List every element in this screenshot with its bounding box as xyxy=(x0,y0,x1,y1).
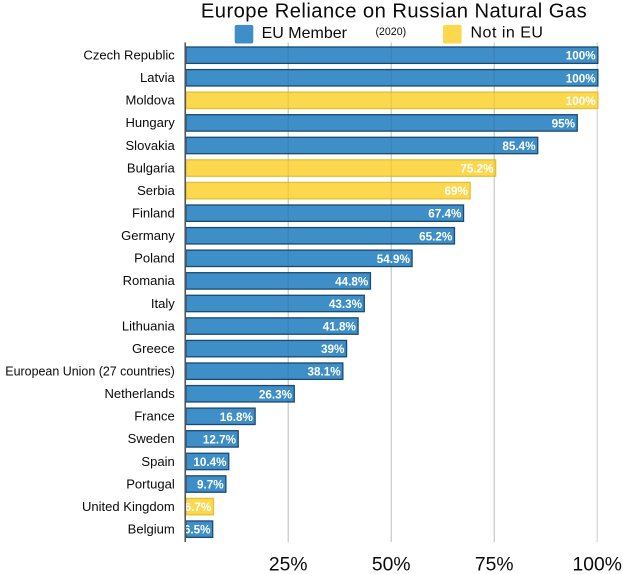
svg-text:25%: 25% xyxy=(269,554,308,574)
svg-text:75.2%: 75.2% xyxy=(460,163,494,176)
svg-text:100%: 100% xyxy=(566,50,597,63)
svg-text:Sweden: Sweden xyxy=(128,431,175,446)
svg-text:Spain: Spain xyxy=(141,454,174,469)
svg-text:European Union (27 countries): European Union (27 countries) xyxy=(5,363,175,378)
svg-text:Portugal: Portugal xyxy=(126,476,175,491)
svg-text:10.4%: 10.4% xyxy=(193,456,227,469)
svg-text:26.3%: 26.3% xyxy=(259,388,293,401)
svg-text:67.4%: 67.4% xyxy=(428,208,462,221)
svg-text:EU Member: EU Member xyxy=(262,25,348,42)
svg-text:6.5%: 6.5% xyxy=(184,524,211,537)
svg-text:54.9%: 54.9% xyxy=(377,253,411,266)
svg-text:Not in EU: Not in EU xyxy=(471,25,544,42)
svg-text:Netherlands: Netherlands xyxy=(104,386,175,401)
svg-text:Bulgaria: Bulgaria xyxy=(127,160,176,175)
svg-text:Europe Reliance on Russian Nat: Europe Reliance on Russian Natural Gas xyxy=(201,1,587,23)
svg-text:85.4%: 85.4% xyxy=(502,140,536,153)
svg-text:43.3%: 43.3% xyxy=(329,298,363,311)
svg-text:Moldova: Moldova xyxy=(125,93,175,108)
svg-text:69%: 69% xyxy=(445,185,469,198)
svg-text:Romania: Romania xyxy=(123,273,176,288)
svg-text:95%: 95% xyxy=(552,117,576,130)
svg-text:100%: 100% xyxy=(566,72,597,85)
svg-text:Lithuania: Lithuania xyxy=(122,318,176,333)
svg-text:Finland: Finland xyxy=(132,205,175,220)
svg-text:United Kingdom: United Kingdom xyxy=(82,499,175,514)
svg-text:6.7%: 6.7% xyxy=(185,501,212,514)
svg-text:Slovakia: Slovakia xyxy=(125,138,175,153)
svg-text:75%: 75% xyxy=(475,554,514,574)
svg-text:38.1%: 38.1% xyxy=(308,366,342,379)
svg-text:44.8%: 44.8% xyxy=(335,275,369,288)
svg-text:France: France xyxy=(134,409,175,424)
svg-text:41.8%: 41.8% xyxy=(323,321,357,334)
svg-text:Hungary: Hungary xyxy=(125,115,175,130)
svg-text:Poland: Poland xyxy=(134,251,175,266)
svg-text:Germany: Germany xyxy=(121,228,175,243)
svg-text:12.7%: 12.7% xyxy=(203,433,237,446)
svg-text:Czech Republic: Czech Republic xyxy=(83,48,175,63)
svg-text:Greece: Greece xyxy=(132,341,175,356)
svg-text:100%: 100% xyxy=(573,554,622,574)
svg-text:Serbia: Serbia xyxy=(137,183,175,198)
svg-text:65.2%: 65.2% xyxy=(419,230,453,243)
svg-text:50%: 50% xyxy=(372,554,411,574)
svg-text:Belgium: Belgium xyxy=(128,521,175,536)
svg-text:16.8%: 16.8% xyxy=(220,411,254,424)
svg-text:Italy: Italy xyxy=(151,296,175,311)
svg-text:100%: 100% xyxy=(566,95,597,108)
svg-text:39%: 39% xyxy=(321,343,345,356)
svg-text:(2020): (2020) xyxy=(376,26,407,38)
svg-text:Latvia: Latvia xyxy=(140,70,176,85)
svg-text:9.7%: 9.7% xyxy=(197,479,224,492)
